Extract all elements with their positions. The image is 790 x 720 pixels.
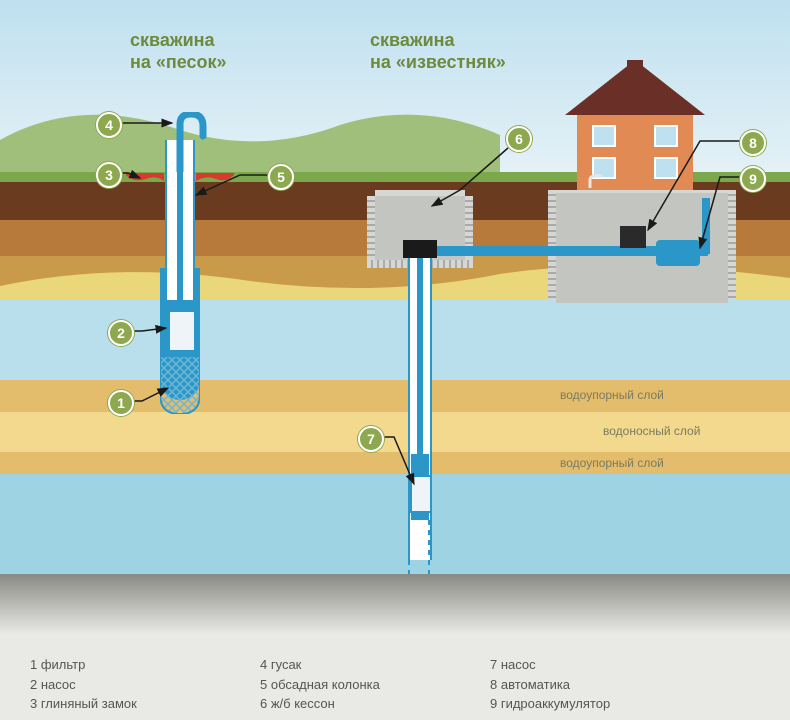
legend-7: насос (501, 657, 536, 672)
wellhead-fitting (403, 240, 437, 258)
title-left: скважина на «песок» (130, 30, 227, 73)
right-inner-pipe (417, 258, 423, 476)
legend-col1: 1 фильтр 2 насос 3 глиняный замок (30, 655, 137, 714)
left-filter (160, 356, 200, 414)
basement-faucet (588, 174, 606, 190)
legend-4: гусак (271, 657, 302, 672)
basement-hatch-left (548, 190, 556, 300)
legend-2: насос (41, 677, 76, 692)
title-left-line2: на «песок» (130, 52, 227, 72)
right-casing-dashed-r (428, 520, 430, 574)
marker-8: 8 (740, 130, 766, 156)
marker-4: 4 (96, 112, 122, 138)
title-right-line1: скважина (370, 30, 455, 50)
marker-2: 2 (108, 320, 134, 346)
marker-1: 1 (108, 390, 134, 416)
gooseneck (175, 112, 215, 172)
automation-box (620, 226, 646, 248)
legend-col3: 7 насос 8 автоматика 9 гидроаккумулятор (490, 655, 610, 714)
right-pump (410, 475, 432, 513)
diagram-canvas: водоупорный слой водоносный слой водоупо… (0, 0, 790, 720)
legend-9: гидроаккумулятор (501, 696, 610, 711)
title-right: скважина на «известняк» (370, 30, 506, 73)
marker-5: 5 (268, 164, 294, 190)
left-inner-pipe (177, 168, 183, 318)
title-right-line2: на «известняк» (370, 52, 506, 72)
marker-9: 9 (740, 166, 766, 192)
title-left-line1: скважина (130, 30, 215, 50)
house (565, 60, 705, 190)
label-aquifer2: водоносный слой (603, 424, 700, 438)
legend-1: фильтр (41, 657, 85, 672)
label-aquiclude2: водоупорный слой (560, 456, 664, 470)
left-pump (168, 310, 196, 352)
legend-6: ж/б кессон (271, 696, 335, 711)
label-aquiclude1: водоупорный слой (560, 388, 664, 402)
caisson-hatch-left (367, 196, 375, 260)
basement-hatch-right (728, 190, 736, 300)
basement-vpipe (702, 198, 710, 254)
layer-bedrock (0, 574, 790, 634)
marker-6: 6 (506, 126, 532, 152)
legend-8: автоматика (501, 677, 570, 692)
legend-3: глиняный замок (41, 696, 137, 711)
legend-5: обсадная колонка (271, 677, 380, 692)
marker-3: 3 (96, 162, 122, 188)
layer-aquiclude2 (0, 452, 790, 474)
right-casing-dashed-l (408, 520, 410, 574)
hydro-accumulator (656, 240, 700, 266)
marker-7: 7 (358, 426, 384, 452)
layer-deep-aquifer (0, 474, 790, 574)
legend-col2: 4 гусак 5 обсадная колонка 6 ж/б кессон (260, 655, 380, 714)
